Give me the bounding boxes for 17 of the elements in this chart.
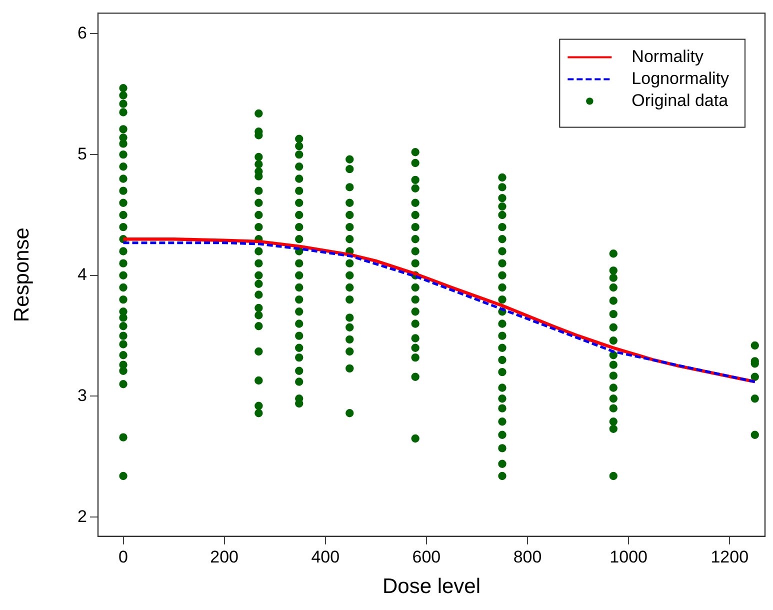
legend-label: Original data [632,90,729,110]
x-tick-label: 0 [118,547,128,566]
legend-label: Normality [632,46,704,66]
legend-label: Lognormality [632,68,730,88]
y-tick-label: 4 [78,265,87,284]
y-tick-label: 2 [78,506,87,526]
y-tick-label: 3 [78,386,87,405]
x-tick-label: 800 [513,547,542,566]
x-tick-label: 600 [412,547,441,566]
y-axis-title: Response [10,228,34,322]
x-tick-label: 400 [311,547,340,566]
x-tick-label: 1200 [710,547,749,566]
y-tick-label: 5 [78,144,87,164]
x-tick-label: 200 [210,547,239,566]
x-tick-label: 1000 [610,547,648,566]
x-axis-title: Dose level [382,575,481,598]
y-tick-label: 6 [78,23,87,42]
